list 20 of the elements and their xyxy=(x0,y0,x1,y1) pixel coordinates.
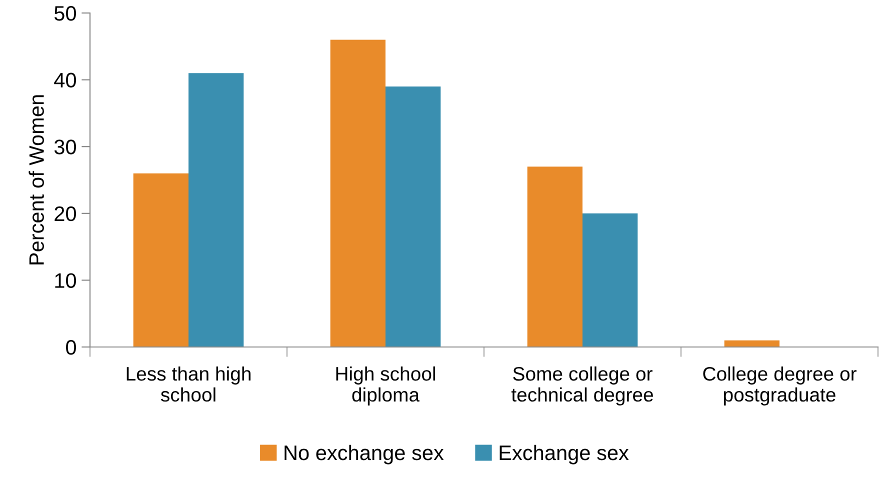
x-tick-label: High school diploma xyxy=(336,366,435,406)
legend-label: No exchange sex xyxy=(284,444,444,464)
bar xyxy=(330,40,386,347)
y-tick-label: 30 xyxy=(54,140,76,154)
bar xyxy=(386,86,441,347)
bar xyxy=(724,340,780,347)
y-tick-label: 10 xyxy=(55,273,76,288)
y-tick-label: 50 xyxy=(54,6,76,21)
y-tick-label: 40 xyxy=(54,72,76,88)
bar xyxy=(188,73,244,347)
bar xyxy=(582,213,638,347)
bar xyxy=(133,173,188,347)
y-tick-label: 0 xyxy=(66,340,76,355)
y-axis-title: Percent of Women xyxy=(28,95,44,264)
x-tick-label: Some college or technical degree xyxy=(511,366,653,406)
legend-label: Exchange sex xyxy=(500,444,629,464)
x-tick-label: College degree or postgraduate xyxy=(703,366,856,406)
y-tick-label: 20 xyxy=(54,206,76,222)
bar xyxy=(527,166,582,347)
x-tick-label: Less than high school xyxy=(126,366,250,402)
